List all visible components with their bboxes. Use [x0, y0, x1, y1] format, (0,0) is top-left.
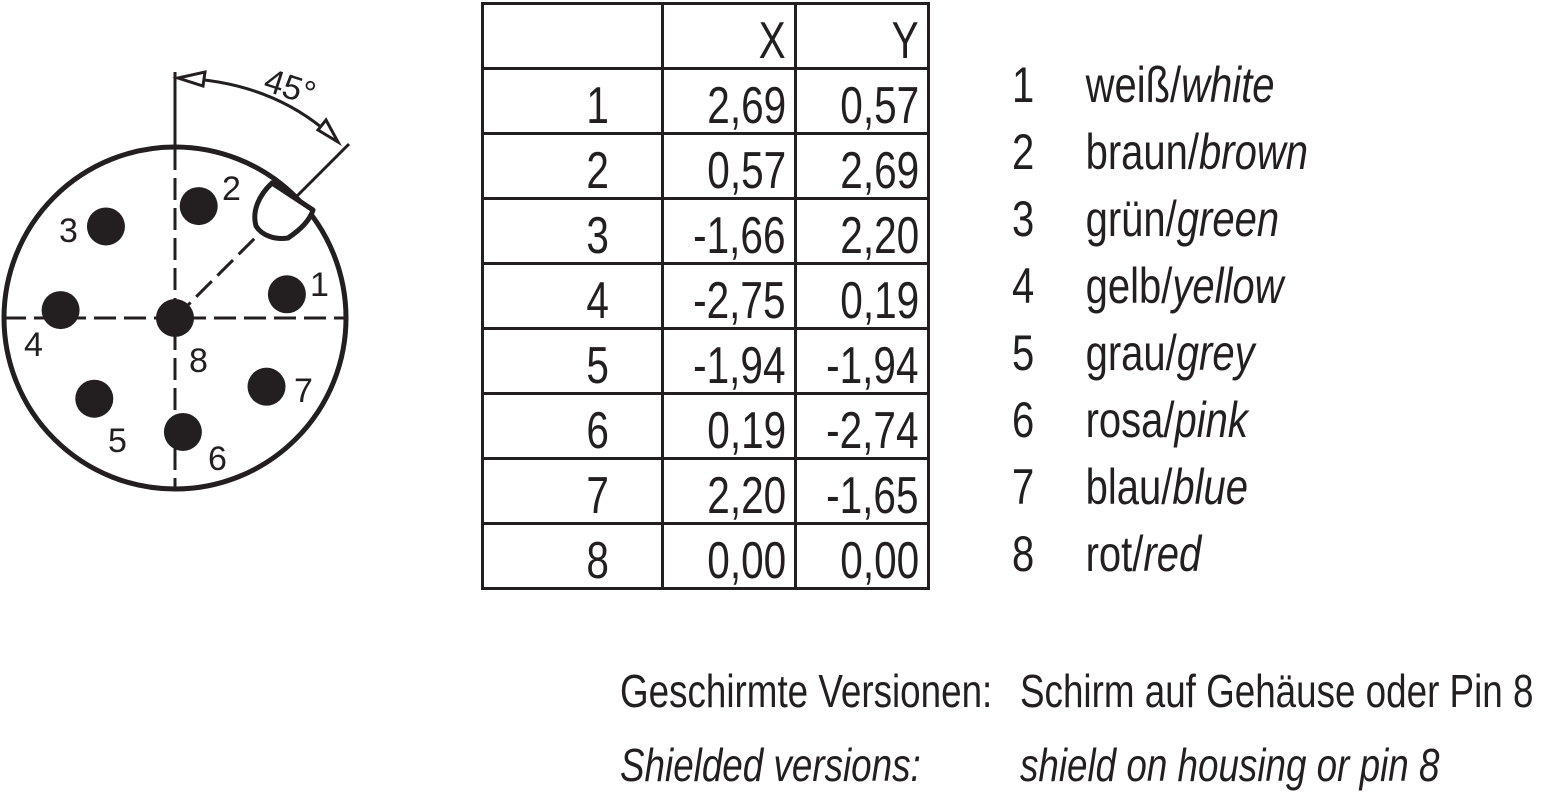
- legend-color-en: brown: [1199, 124, 1308, 180]
- legend-color-de: gelb/: [1085, 258, 1173, 314]
- note-text-en: shield on housing or pin 8: [1020, 739, 1440, 791]
- table-row: 3 -1,66 2,20: [481, 197, 930, 265]
- cell-x: 0,19: [661, 392, 797, 460]
- cell-y: 0,19: [794, 262, 930, 330]
- note-text-de: Schirm auf Gehäuse oder Pin 8: [1020, 665, 1534, 717]
- cell-y: -2,74: [794, 392, 930, 460]
- legend-color-de: rosa/: [1085, 392, 1175, 448]
- arrowhead-top: [172, 70, 207, 88]
- pin-label-8: 8: [189, 342, 208, 380]
- cell-x: -1,94: [661, 327, 797, 395]
- table-row: 7 2,20 -1,65: [481, 457, 930, 525]
- legend-item: 1 weiß/white: [1012, 52, 1308, 119]
- cell-pin: 7: [481, 457, 664, 525]
- table-header-row: X Y: [481, 2, 930, 70]
- keyway-slot: [252, 180, 316, 241]
- shield-note-english: Shielded versions: shield on housing or …: [620, 738, 1439, 792]
- pin-label-2: 2: [222, 170, 241, 208]
- cell-pin: 4: [481, 262, 664, 330]
- legend-color-en: red: [1143, 526, 1202, 582]
- pin-3-contact: [86, 207, 125, 246]
- pin-label-6: 6: [208, 440, 227, 478]
- cell-x: 2,20: [661, 457, 797, 525]
- legend-item: 2 braun/brown: [1012, 119, 1308, 186]
- pin-label-7: 7: [294, 372, 313, 410]
- legend-color-de: braun/: [1085, 124, 1200, 180]
- table-row: 1 2,69 0,57: [481, 67, 930, 135]
- legend-color-en: green: [1176, 191, 1280, 247]
- header-x: X: [661, 2, 797, 70]
- cell-x: -1,66: [661, 197, 797, 265]
- table-row: 2 0,57 2,69: [481, 132, 930, 200]
- legend-item: 4 gelb/yellow: [1012, 253, 1308, 320]
- note-label-de: Geschirmte Versionen:: [620, 665, 993, 717]
- cell-y: 0,57: [794, 67, 930, 135]
- table-row: 5 -1,94 -1,94: [481, 327, 930, 395]
- pin-label-5: 5: [108, 422, 127, 460]
- pin-coordinate-table: X Y 1 2,69 0,57 2 0,57 2,69 3 -1,66 2,20 4 -2,75 0,…: [481, 2, 930, 590]
- legend-color-en: grey: [1176, 325, 1255, 381]
- cell-y: 0,00: [794, 522, 930, 590]
- legend-number: 4: [1012, 258, 1035, 314]
- legend-number: 8: [1012, 526, 1035, 582]
- legend-color-de: weiß/: [1085, 57, 1182, 113]
- legend-color-de: grau/: [1085, 325, 1177, 381]
- cell-pin: 5: [481, 327, 664, 395]
- legend-item: 5 grau/grey: [1012, 320, 1308, 387]
- table-row: 4 -2,75 0,19: [481, 262, 930, 330]
- note-label-en: Shielded versions:: [620, 739, 921, 791]
- pin-label-3: 3: [59, 212, 78, 250]
- pin-1-contact: [267, 275, 306, 314]
- legend-number: 6: [1012, 392, 1035, 448]
- legend-item: 3 grün/green: [1012, 186, 1308, 253]
- legend-number: 3: [1012, 191, 1035, 247]
- pin-label-4: 4: [24, 326, 43, 364]
- table-row: 8 0,00 0,00: [481, 522, 930, 590]
- legend-item: 8 rot/red: [1012, 521, 1308, 588]
- cell-pin: 8: [481, 522, 664, 590]
- legend-item: 6 rosa/pink: [1012, 387, 1308, 454]
- pin-label-1: 1: [310, 266, 329, 304]
- legend-number: 5: [1012, 325, 1035, 381]
- legend-color-en: pink: [1174, 392, 1248, 448]
- legend-color-de: rot/: [1085, 526, 1144, 582]
- angle-label: 45°: [260, 61, 321, 113]
- shield-note-german: Geschirmte Versionen: Schirm auf Gehäuse…: [620, 664, 1533, 718]
- legend-color-de: grün/: [1085, 191, 1177, 247]
- legend-item: 7 blau/blue: [1012, 454, 1308, 521]
- table-row: 6 0,19 -2,74: [481, 392, 930, 460]
- cell-pin: 2: [481, 132, 664, 200]
- legend-number: 1: [1012, 57, 1035, 113]
- legend-color-en: white: [1181, 57, 1275, 113]
- pin-7-contact: [247, 367, 286, 406]
- cell-x: 0,00: [661, 522, 797, 590]
- legend-number: 7: [1012, 459, 1035, 515]
- cell-pin: 3: [481, 197, 664, 265]
- legend-color-en: yellow: [1172, 258, 1284, 314]
- connector-face-diagram: 45° 1 2 3 4 5 6 7 8: [1, 61, 351, 492]
- wire-color-legend: 1 weiß/white 2 braun/brown 3 grün/green 4 gelb/…: [1012, 52, 1382, 588]
- cell-x: 0,57: [661, 132, 797, 200]
- cell-y: -1,65: [794, 457, 930, 525]
- header-pin: [481, 2, 664, 70]
- pin-2-contact: [179, 187, 218, 226]
- legend-number: 2: [1012, 124, 1035, 180]
- cell-pin: 1: [481, 67, 664, 135]
- pin-5-contact: [75, 379, 114, 418]
- cell-x: -2,75: [661, 262, 797, 330]
- legend-color-en: blue: [1172, 459, 1248, 515]
- pin-6-contact: [163, 412, 202, 451]
- arrowhead-right: [315, 117, 342, 147]
- header-y: Y: [794, 2, 930, 70]
- pin-4-contact: [41, 291, 80, 330]
- cell-y: -1,94: [794, 327, 930, 395]
- cell-x: 2,69: [661, 67, 797, 135]
- cell-y: 2,69: [794, 132, 930, 200]
- cell-y: 2,20: [794, 197, 930, 265]
- keyway-centerline-dashed: [173, 229, 264, 320]
- pin-8-contact: [156, 299, 194, 337]
- legend-color-de: blau/: [1085, 459, 1173, 515]
- cell-pin: 6: [481, 392, 664, 460]
